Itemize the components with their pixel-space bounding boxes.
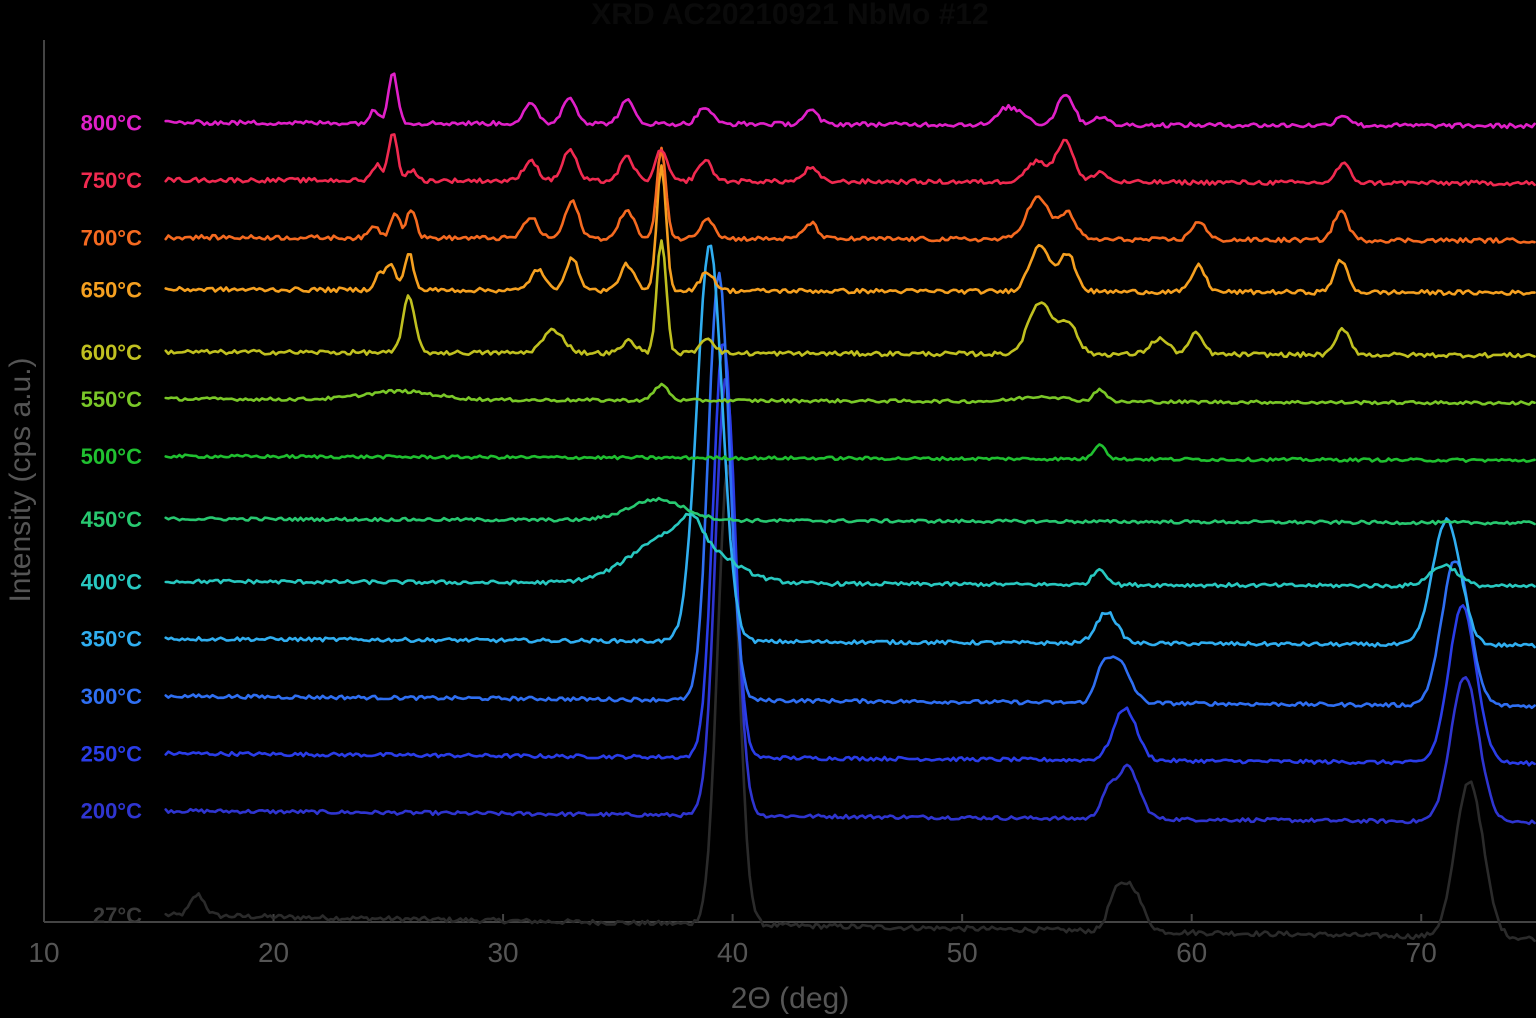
x-tick-label: 70 — [1406, 937, 1437, 968]
series-label: 400°C — [81, 569, 143, 594]
series-label: 700°C — [81, 225, 143, 250]
y-axis-title: Intensity (cps a.u.) — [4, 357, 37, 602]
series-labels: 27°C 200°C 250°C 300°C 350°C 400°C 450°C 500°C 5… — [81, 111, 143, 928]
trace-250C — [164, 343, 1536, 767]
trace-550C — [164, 382, 1536, 406]
x-tick-label: 10 — [28, 937, 59, 968]
chart-title: XRD AC20210921 NbMo #12 — [591, 0, 988, 31]
series-label: 800°C — [81, 111, 143, 136]
x-tick-label: 20 — [258, 937, 289, 968]
x-tick-label: 40 — [717, 937, 748, 968]
series-label: 750°C — [81, 168, 143, 193]
trace-650C — [164, 164, 1536, 297]
trace-300C — [164, 271, 1536, 710]
series-label: 500°C — [81, 444, 143, 469]
x-tick-label: 30 — [487, 937, 518, 968]
series-label: 650°C — [81, 277, 143, 302]
series-label: 200°C — [81, 799, 143, 824]
series-label: 600°C — [81, 340, 143, 365]
trace-450C — [164, 496, 1536, 526]
series-label: 250°C — [81, 741, 143, 766]
series-label: 300°C — [81, 684, 143, 709]
x-tick-label: 60 — [1176, 937, 1207, 968]
trace-600C — [164, 239, 1536, 359]
trace-750C — [164, 133, 1536, 187]
trace-500C — [164, 443, 1536, 464]
x-axis-ticks: 10 20 30 40 50 60 70 — [28, 914, 1437, 968]
traces-group — [164, 72, 1536, 943]
trace-800C — [164, 72, 1536, 130]
series-label: 550°C — [81, 387, 143, 412]
series-label: 450°C — [81, 507, 143, 532]
trace-27C — [164, 464, 1536, 943]
trace-350C — [164, 244, 1536, 649]
series-label: 350°C — [81, 627, 143, 652]
series-label: 27°C — [93, 903, 142, 928]
trace-700C — [164, 146, 1536, 244]
x-axis-title: 2Θ (deg) — [731, 982, 849, 1015]
trace-200C — [164, 378, 1536, 826]
x-tick-label: 50 — [947, 937, 978, 968]
trace-400C — [164, 512, 1536, 589]
